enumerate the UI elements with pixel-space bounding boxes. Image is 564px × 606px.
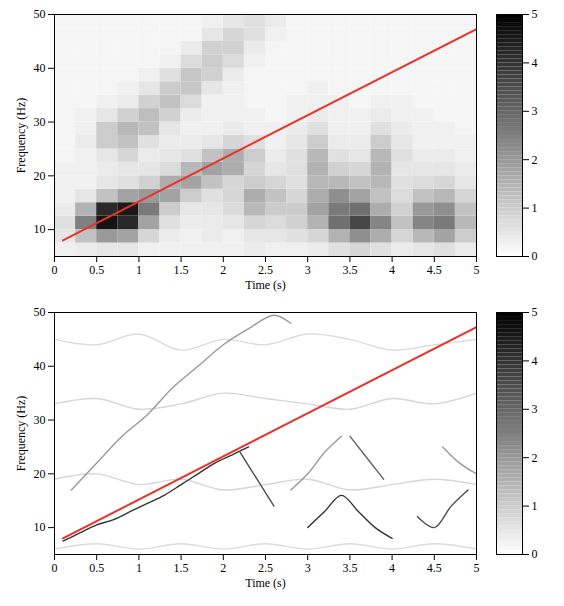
svg-text:5: 5 bbox=[532, 7, 538, 21]
svg-text:4: 4 bbox=[389, 561, 395, 575]
svg-text:Frequency (Hz): Frequency (Hz) bbox=[14, 98, 28, 174]
svg-text:2: 2 bbox=[220, 561, 226, 575]
svg-text:20: 20 bbox=[34, 467, 46, 481]
svg-text:1.5: 1.5 bbox=[174, 561, 189, 575]
svg-text:30: 30 bbox=[34, 115, 46, 129]
svg-text:0: 0 bbox=[52, 263, 58, 277]
svg-text:0: 0 bbox=[532, 547, 538, 561]
svg-text:40: 40 bbox=[34, 61, 46, 75]
svg-text:0: 0 bbox=[52, 561, 58, 575]
svg-text:3.5: 3.5 bbox=[342, 263, 357, 277]
svg-text:4: 4 bbox=[532, 354, 538, 368]
svg-text:1: 1 bbox=[532, 201, 538, 215]
svg-text:3: 3 bbox=[305, 263, 311, 277]
svg-text:3: 3 bbox=[305, 561, 311, 575]
svg-text:10: 10 bbox=[34, 222, 46, 236]
svg-text:2.5: 2.5 bbox=[258, 561, 273, 575]
svg-text:4: 4 bbox=[532, 56, 538, 70]
svg-text:4: 4 bbox=[389, 263, 395, 277]
svg-text:1: 1 bbox=[136, 561, 142, 575]
svg-text:4.5: 4.5 bbox=[427, 561, 442, 575]
svg-text:1: 1 bbox=[532, 499, 538, 513]
svg-text:1.5: 1.5 bbox=[174, 263, 189, 277]
svg-text:20: 20 bbox=[34, 169, 46, 183]
svg-text:0: 0 bbox=[532, 249, 538, 263]
svg-text:2: 2 bbox=[532, 153, 538, 167]
svg-text:0.5: 0.5 bbox=[89, 263, 104, 277]
svg-text:50: 50 bbox=[34, 7, 46, 21]
svg-text:3.5: 3.5 bbox=[342, 561, 357, 575]
svg-text:30: 30 bbox=[34, 413, 46, 427]
svg-text:1: 1 bbox=[136, 263, 142, 277]
svg-text:5: 5 bbox=[532, 305, 538, 319]
svg-text:2: 2 bbox=[532, 451, 538, 465]
svg-text:Time (s): Time (s) bbox=[245, 278, 286, 292]
svg-text:4.5: 4.5 bbox=[427, 263, 442, 277]
svg-text:Time (s): Time (s) bbox=[245, 576, 286, 590]
svg-text:5: 5 bbox=[474, 561, 480, 575]
svg-text:0.5: 0.5 bbox=[89, 561, 104, 575]
svg-text:2.5: 2.5 bbox=[258, 263, 273, 277]
svg-text:5: 5 bbox=[474, 263, 480, 277]
svg-text:40: 40 bbox=[34, 359, 46, 373]
svg-text:2: 2 bbox=[220, 263, 226, 277]
svg-text:Frequency (Hz): Frequency (Hz) bbox=[14, 396, 28, 472]
svg-text:3: 3 bbox=[532, 104, 538, 118]
svg-text:50: 50 bbox=[34, 305, 46, 319]
svg-text:3: 3 bbox=[532, 402, 538, 416]
svg-text:10: 10 bbox=[34, 520, 46, 534]
